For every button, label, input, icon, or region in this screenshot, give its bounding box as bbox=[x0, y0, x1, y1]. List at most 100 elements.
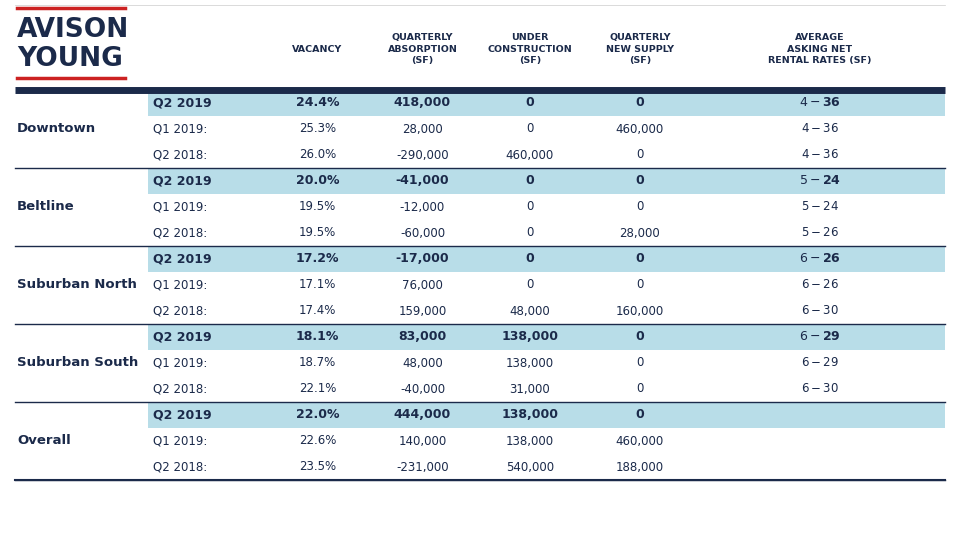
Bar bbox=[148, 168, 945, 194]
Text: 48,000: 48,000 bbox=[402, 356, 443, 369]
Bar bbox=[148, 402, 945, 428]
Text: 138,000: 138,000 bbox=[506, 434, 554, 447]
Text: Q2 2019: Q2 2019 bbox=[153, 330, 211, 344]
Text: Q2 2019: Q2 2019 bbox=[153, 174, 211, 188]
Text: 160,000: 160,000 bbox=[616, 305, 664, 317]
Text: 22.6%: 22.6% bbox=[299, 434, 336, 447]
Text: AVERAGE
ASKING NET
RENTAL RATES (SF): AVERAGE ASKING NET RENTAL RATES (SF) bbox=[768, 33, 872, 65]
Text: Q2 2019: Q2 2019 bbox=[153, 252, 211, 266]
Text: 0: 0 bbox=[636, 252, 644, 266]
Text: 188,000: 188,000 bbox=[616, 461, 664, 473]
Text: YOUNG: YOUNG bbox=[17, 46, 123, 72]
Text: QUARTERLY
NEW SUPPLY
(SF): QUARTERLY NEW SUPPLY (SF) bbox=[606, 33, 674, 65]
Text: -17,000: -17,000 bbox=[396, 252, 449, 266]
Text: 460,000: 460,000 bbox=[616, 123, 664, 135]
Bar bbox=[148, 246, 945, 272]
Text: 0: 0 bbox=[636, 149, 644, 162]
Text: 0: 0 bbox=[526, 278, 534, 291]
Text: $5 - $26: $5 - $26 bbox=[801, 227, 839, 240]
Text: $6 - $30: $6 - $30 bbox=[801, 305, 839, 317]
Text: 28,000: 28,000 bbox=[619, 227, 660, 240]
Text: $5 - $24: $5 - $24 bbox=[801, 201, 839, 213]
Text: -60,000: -60,000 bbox=[400, 227, 445, 240]
Text: 18.7%: 18.7% bbox=[299, 356, 336, 369]
Text: $4 - $36: $4 - $36 bbox=[801, 123, 839, 135]
Text: 0: 0 bbox=[526, 96, 535, 110]
Text: 26.0%: 26.0% bbox=[299, 149, 336, 162]
Text: Q1 2019:: Q1 2019: bbox=[153, 278, 207, 291]
Text: 28,000: 28,000 bbox=[402, 123, 443, 135]
Text: 17.2%: 17.2% bbox=[296, 252, 339, 266]
Text: 540,000: 540,000 bbox=[506, 461, 554, 473]
Text: $4 - $36: $4 - $36 bbox=[801, 149, 839, 162]
Text: -12,000: -12,000 bbox=[400, 201, 445, 213]
Text: 25.3%: 25.3% bbox=[299, 123, 336, 135]
Text: 76,000: 76,000 bbox=[402, 278, 443, 291]
Text: 0: 0 bbox=[636, 408, 644, 422]
Text: 0: 0 bbox=[636, 96, 644, 110]
Text: 159,000: 159,000 bbox=[398, 305, 446, 317]
Text: 48,000: 48,000 bbox=[510, 305, 550, 317]
Text: Q2 2018:: Q2 2018: bbox=[153, 149, 207, 162]
Text: Downtown: Downtown bbox=[17, 123, 96, 135]
Text: Q2 2018:: Q2 2018: bbox=[153, 227, 207, 240]
Text: UNDER
CONSTRUCTION
(SF): UNDER CONSTRUCTION (SF) bbox=[488, 33, 572, 65]
Text: $6 - $29: $6 - $29 bbox=[802, 356, 839, 369]
Text: 140,000: 140,000 bbox=[398, 434, 446, 447]
Text: 0: 0 bbox=[636, 383, 644, 395]
Text: 0: 0 bbox=[526, 123, 534, 135]
Bar bbox=[148, 324, 945, 350]
Bar bbox=[148, 90, 945, 116]
Text: 0: 0 bbox=[636, 174, 644, 188]
Text: 24.4%: 24.4% bbox=[296, 96, 339, 110]
Text: -231,000: -231,000 bbox=[396, 461, 449, 473]
Text: $4 - $36: $4 - $36 bbox=[799, 96, 841, 110]
Text: 18.1%: 18.1% bbox=[296, 330, 339, 344]
Text: Q2 2018:: Q2 2018: bbox=[153, 305, 207, 317]
Text: 460,000: 460,000 bbox=[506, 149, 554, 162]
Text: 23.5%: 23.5% bbox=[299, 461, 336, 473]
Text: 138,000: 138,000 bbox=[501, 408, 559, 422]
Text: 0: 0 bbox=[526, 174, 535, 188]
Text: 418,000: 418,000 bbox=[394, 96, 451, 110]
Text: Overall: Overall bbox=[17, 434, 71, 447]
Text: 0: 0 bbox=[526, 201, 534, 213]
Text: 83,000: 83,000 bbox=[398, 330, 446, 344]
Text: Q1 2019:: Q1 2019: bbox=[153, 356, 207, 369]
Text: Q2 2018:: Q2 2018: bbox=[153, 383, 207, 395]
Text: 0: 0 bbox=[636, 201, 644, 213]
Text: Suburban North: Suburban North bbox=[17, 278, 137, 291]
Text: 0: 0 bbox=[636, 356, 644, 369]
Text: 0: 0 bbox=[636, 330, 644, 344]
Text: $6 - $30: $6 - $30 bbox=[801, 383, 839, 395]
Text: 20.0%: 20.0% bbox=[296, 174, 339, 188]
Text: $6 - $26: $6 - $26 bbox=[801, 278, 839, 291]
Text: 0: 0 bbox=[636, 278, 644, 291]
Text: 444,000: 444,000 bbox=[394, 408, 451, 422]
Text: 17.1%: 17.1% bbox=[299, 278, 336, 291]
Text: -290,000: -290,000 bbox=[396, 149, 449, 162]
Text: VACANCY: VACANCY bbox=[293, 45, 343, 53]
Text: Q1 2019:: Q1 2019: bbox=[153, 201, 207, 213]
Text: 22.0%: 22.0% bbox=[296, 408, 339, 422]
Text: $6 - $29: $6 - $29 bbox=[800, 330, 841, 344]
Text: Q1 2019:: Q1 2019: bbox=[153, 434, 207, 447]
Text: 19.5%: 19.5% bbox=[299, 201, 336, 213]
Text: 17.4%: 17.4% bbox=[299, 305, 336, 317]
Text: 460,000: 460,000 bbox=[616, 434, 664, 447]
Text: 138,000: 138,000 bbox=[506, 356, 554, 369]
Text: 19.5%: 19.5% bbox=[299, 227, 336, 240]
Text: 22.1%: 22.1% bbox=[299, 383, 336, 395]
Text: 138,000: 138,000 bbox=[501, 330, 559, 344]
Text: Beltline: Beltline bbox=[17, 201, 75, 213]
Text: Q1 2019:: Q1 2019: bbox=[153, 123, 207, 135]
Text: $6 - $26: $6 - $26 bbox=[799, 252, 841, 266]
Text: AVISON: AVISON bbox=[17, 17, 130, 43]
Text: 0: 0 bbox=[526, 227, 534, 240]
Text: -41,000: -41,000 bbox=[396, 174, 449, 188]
Text: Q2 2018:: Q2 2018: bbox=[153, 461, 207, 473]
Text: Q2 2019: Q2 2019 bbox=[153, 96, 211, 110]
Text: 0: 0 bbox=[526, 252, 535, 266]
Text: Suburban South: Suburban South bbox=[17, 356, 138, 369]
Text: Q2 2019: Q2 2019 bbox=[153, 408, 211, 422]
